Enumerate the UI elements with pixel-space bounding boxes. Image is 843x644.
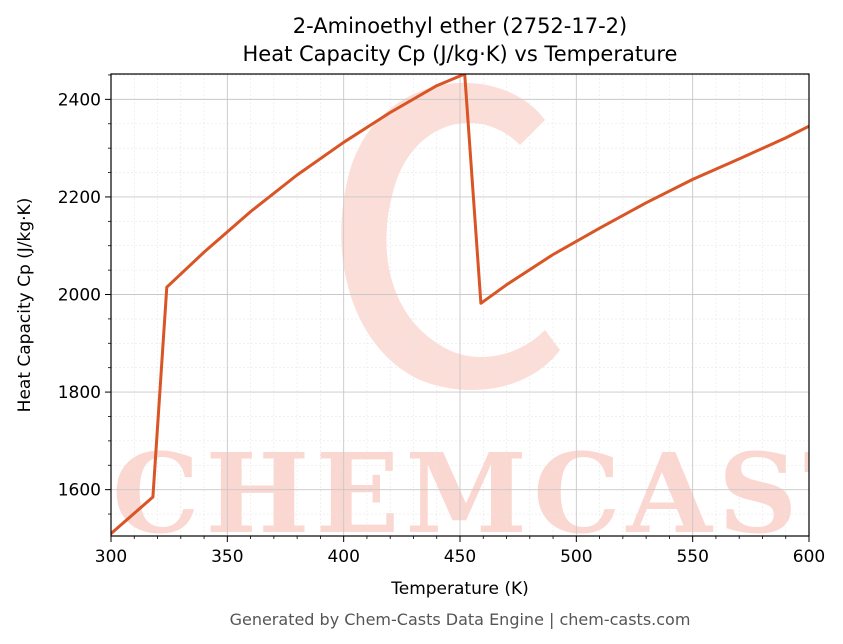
x-axis-label: Temperature (K) — [390, 579, 529, 599]
x-axis: 300 350 400 450 500 550 600 — [95, 536, 825, 567]
x-tick-label: 300 — [95, 547, 127, 567]
x-tick-label: 500 — [560, 547, 592, 567]
watermark-text: CHEMCASTS — [112, 429, 843, 558]
y-axis: 1600 1800 2000 2200 2400 — [58, 74, 111, 515]
y-tick-label: 1800 — [58, 383, 101, 403]
x-tick-label: 400 — [327, 547, 359, 567]
x-tick-label: 600 — [793, 547, 825, 567]
footer-credit: Generated by Chem-Casts Data Engine | ch… — [230, 610, 691, 629]
x-tick-label: 350 — [211, 547, 243, 567]
x-tick-label: 550 — [676, 547, 708, 567]
series-line — [111, 74, 809, 536]
y-tick-label: 1600 — [58, 481, 101, 501]
y-tick-label: 2200 — [58, 188, 101, 208]
x-tick-label: 450 — [444, 547, 476, 567]
chart-subtitle: Heat Capacity Cp (J/kg·K) vs Temperature — [243, 42, 678, 66]
major-grid — [110, 74, 810, 536]
y-tick-label: 2400 — [58, 90, 101, 110]
y-tick-label: 2000 — [58, 286, 101, 306]
y-axis-label: Heat Capacity Cp (J/kg·K) — [15, 198, 35, 413]
chart-title: 2-Aminoethyl ether (2752-17-2) — [293, 14, 627, 38]
watermark-logo — [341, 82, 560, 391]
